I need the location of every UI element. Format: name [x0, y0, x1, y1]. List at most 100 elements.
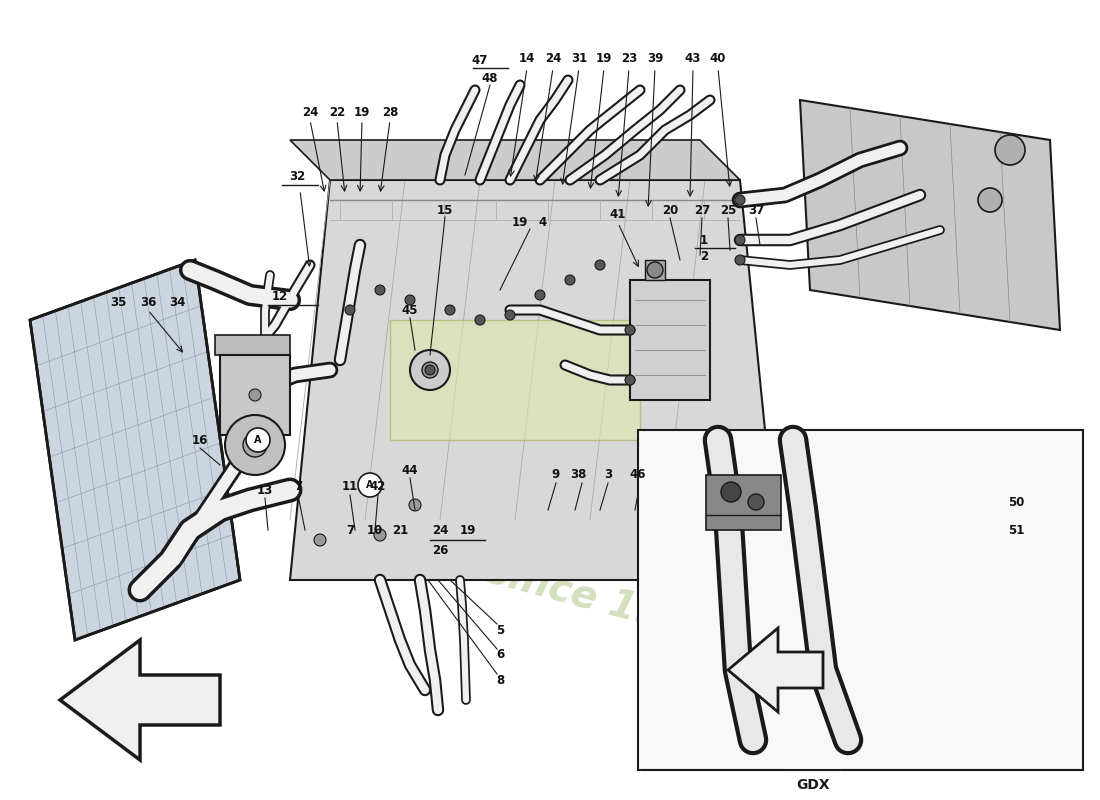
Text: 5: 5: [496, 623, 504, 637]
Text: 39: 39: [647, 51, 663, 65]
Circle shape: [735, 195, 745, 205]
Polygon shape: [30, 260, 240, 640]
Text: 46: 46: [629, 469, 647, 482]
Text: 51: 51: [1008, 523, 1024, 537]
Circle shape: [748, 494, 764, 510]
Bar: [645, 260, 665, 280]
Text: 15: 15: [437, 203, 453, 217]
Bar: [638, 430, 1084, 770]
Circle shape: [446, 305, 455, 315]
Text: 41: 41: [609, 209, 626, 222]
Text: 7: 7: [294, 481, 302, 494]
Text: 44: 44: [402, 463, 418, 477]
Text: 45: 45: [402, 303, 418, 317]
Text: 43: 43: [685, 51, 701, 65]
Circle shape: [720, 482, 741, 502]
Text: 50: 50: [1008, 497, 1024, 510]
Text: A: A: [254, 435, 262, 445]
Text: 25: 25: [719, 203, 736, 217]
Text: 19: 19: [460, 523, 476, 537]
Circle shape: [425, 365, 435, 375]
Circle shape: [249, 389, 261, 401]
Text: 36: 36: [140, 295, 156, 309]
Text: 14: 14: [519, 51, 536, 65]
Circle shape: [243, 433, 267, 457]
Bar: [390, 320, 640, 440]
Circle shape: [735, 255, 745, 265]
Text: 35: 35: [110, 295, 126, 309]
Circle shape: [405, 295, 415, 305]
Polygon shape: [290, 140, 740, 180]
Text: 1: 1: [700, 234, 708, 246]
Text: 24: 24: [301, 106, 318, 118]
Text: 42: 42: [370, 481, 386, 494]
Polygon shape: [728, 628, 823, 712]
Text: 11: 11: [342, 481, 359, 494]
Text: 31: 31: [571, 51, 587, 65]
Circle shape: [505, 310, 515, 320]
Text: 2: 2: [700, 250, 708, 263]
Circle shape: [345, 305, 355, 315]
Circle shape: [422, 362, 438, 378]
Text: 10: 10: [367, 523, 383, 537]
Text: 28: 28: [382, 106, 398, 118]
Polygon shape: [60, 640, 220, 760]
Text: 27: 27: [694, 203, 711, 217]
Text: 21: 21: [392, 523, 408, 537]
Polygon shape: [214, 335, 290, 355]
Text: 16: 16: [191, 434, 208, 446]
Text: 8: 8: [496, 674, 504, 686]
Bar: [630, 280, 710, 400]
Text: 34: 34: [168, 295, 185, 309]
Text: 6: 6: [496, 649, 504, 662]
Text: GDX: GDX: [796, 778, 829, 792]
Text: 9: 9: [552, 469, 560, 482]
Circle shape: [246, 428, 270, 452]
Text: 24: 24: [432, 523, 448, 537]
Text: 26: 26: [432, 543, 448, 557]
Bar: [706, 475, 781, 530]
Text: 19: 19: [596, 51, 613, 65]
Circle shape: [374, 529, 386, 541]
Text: 38: 38: [570, 469, 586, 482]
Text: 13: 13: [257, 483, 273, 497]
Text: 24: 24: [544, 51, 561, 65]
Circle shape: [647, 262, 663, 278]
Circle shape: [409, 499, 421, 511]
Circle shape: [410, 350, 450, 390]
Text: A: A: [366, 480, 374, 490]
Polygon shape: [290, 180, 780, 580]
Text: 12: 12: [272, 290, 288, 302]
Circle shape: [978, 188, 1002, 212]
Text: 48: 48: [482, 71, 498, 85]
Circle shape: [625, 375, 635, 385]
Circle shape: [565, 275, 575, 285]
Text: 22: 22: [329, 106, 345, 118]
Circle shape: [996, 135, 1025, 165]
Text: a Maserati: a Maserati: [305, 478, 556, 582]
Text: 4: 4: [539, 215, 547, 229]
Circle shape: [535, 290, 544, 300]
Text: 20: 20: [662, 203, 678, 217]
Circle shape: [358, 473, 382, 497]
Bar: [220, 355, 290, 435]
Circle shape: [375, 285, 385, 295]
Text: 19: 19: [512, 215, 528, 229]
Text: 19: 19: [354, 106, 371, 118]
Circle shape: [735, 235, 745, 245]
Text: 3: 3: [604, 469, 612, 482]
Text: 40: 40: [710, 51, 726, 65]
Text: 23: 23: [620, 51, 637, 65]
Text: since 1985: since 1985: [482, 551, 718, 649]
Text: 7: 7: [345, 523, 354, 537]
Circle shape: [475, 315, 485, 325]
Polygon shape: [800, 100, 1060, 330]
Circle shape: [595, 260, 605, 270]
Circle shape: [249, 434, 261, 446]
Text: 47: 47: [472, 54, 488, 66]
Circle shape: [226, 415, 285, 475]
Text: 37: 37: [748, 203, 764, 217]
Text: 32: 32: [289, 170, 305, 183]
Circle shape: [625, 325, 635, 335]
Circle shape: [314, 534, 326, 546]
